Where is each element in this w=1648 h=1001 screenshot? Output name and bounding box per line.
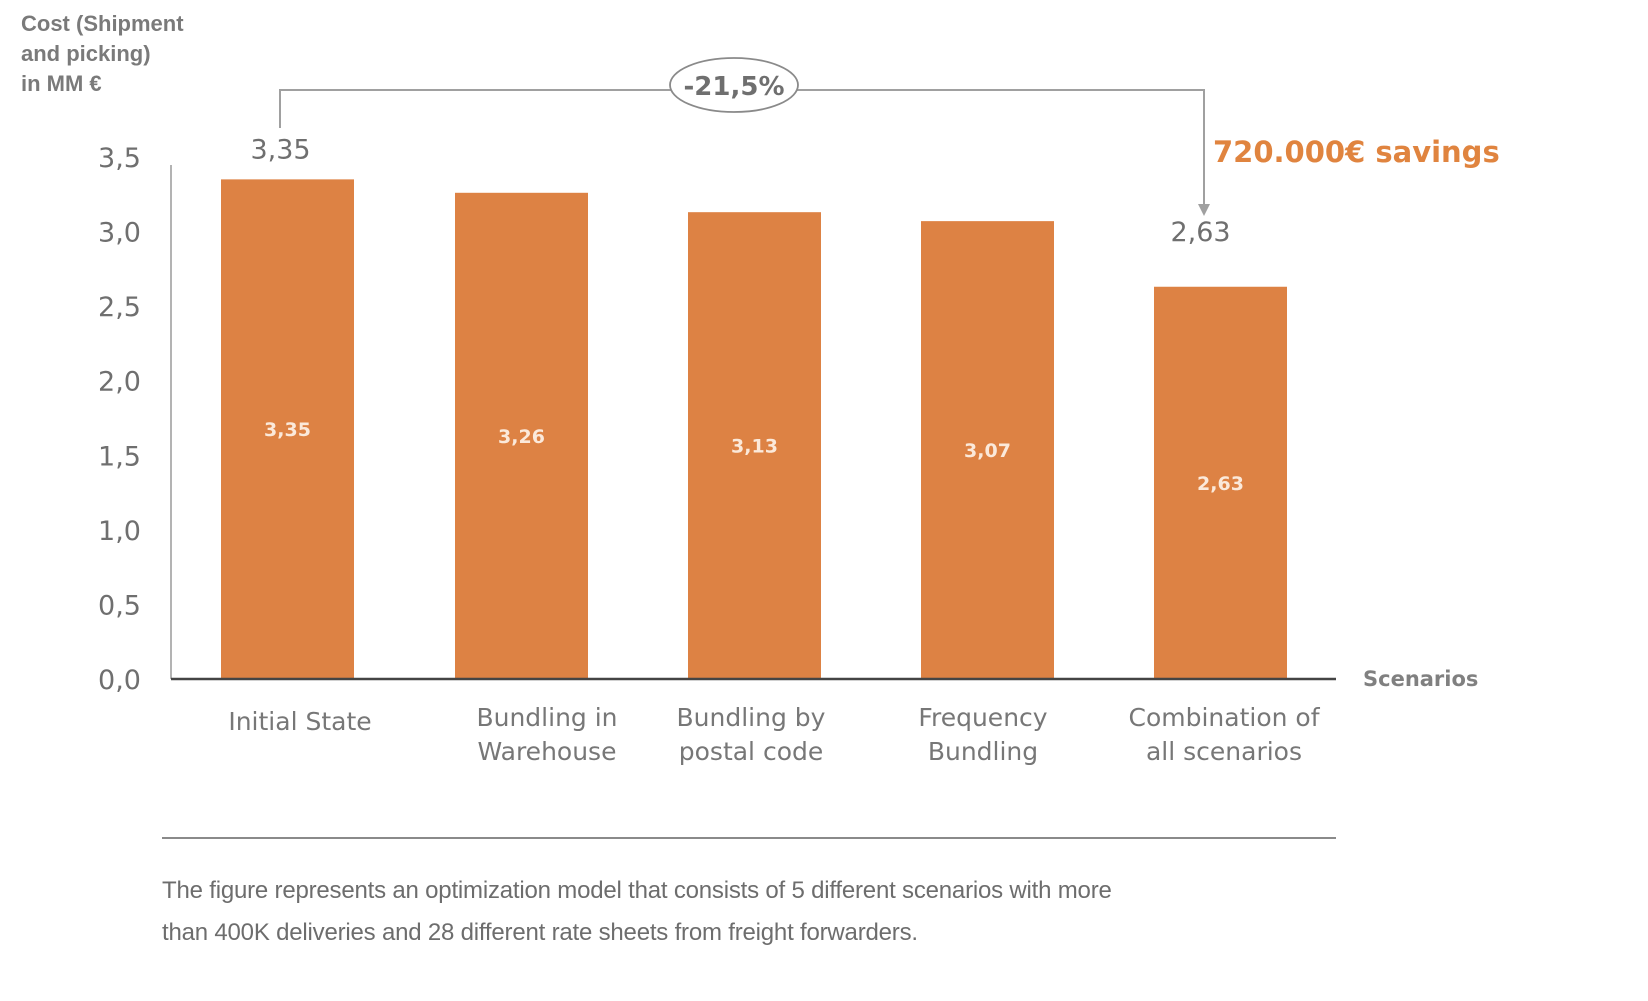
divider xyxy=(162,837,1336,839)
x-tick-label: Frequency xyxy=(918,703,1047,732)
x-tick-label: Bundling by xyxy=(677,703,826,732)
y-axis-ticks: 0,0 0,5 1,0 1,5 2,0 2,5 3,0 3,5 xyxy=(98,143,141,696)
x-tick-label: Bundling in xyxy=(476,703,617,732)
bar-value-label: 3,07 xyxy=(964,440,1011,462)
bar xyxy=(1154,286,1287,679)
x-tick-label: postal code xyxy=(679,737,824,766)
change-badge xyxy=(669,57,799,113)
y-axis-title: Cost (Shipment and picking) in MM € xyxy=(21,9,241,99)
y-axis-title-line-2: and picking) xyxy=(21,41,151,66)
bar xyxy=(455,192,588,679)
x-tick-label: Initial State xyxy=(228,707,371,736)
bar-value-label: 2,63 xyxy=(1197,473,1244,495)
x-axis-title: Scenarios xyxy=(1363,667,1479,691)
y-tick-label: 2,0 xyxy=(98,367,141,398)
y-tick-label: 2,5 xyxy=(98,292,141,323)
y-tick-label: 3,0 xyxy=(98,218,141,249)
y-axis-title-line-3: in MM € xyxy=(21,71,102,96)
bar-top-label: 3,35 xyxy=(250,134,310,165)
bar-value-label: 3,35 xyxy=(264,419,311,441)
figure-caption: The figure represents an optimization mo… xyxy=(162,870,1362,954)
x-tick-label: Combination of xyxy=(1128,703,1320,732)
bar xyxy=(921,221,1054,680)
y-tick-label: 0,5 xyxy=(98,590,141,621)
arrow-down-icon xyxy=(1198,204,1210,216)
y-tick-label: 0,0 xyxy=(98,665,141,696)
y-axis-title-line-1: Cost (Shipment xyxy=(21,11,184,36)
savings-label: 720.000€ savings xyxy=(1213,135,1500,169)
x-tick-label: all scenarios xyxy=(1146,737,1302,766)
bar-value-label: 3,13 xyxy=(731,436,778,458)
change-percent-label: -21,5% xyxy=(684,72,785,102)
x-tick-label: Bundling xyxy=(928,737,1038,766)
bars: 3,35 3,35 3,26 3,13 3,07 2,63 2,63 xyxy=(221,134,1287,680)
axes xyxy=(170,165,1336,681)
bar-value-label: 3,26 xyxy=(498,426,545,448)
caption-line-1: The figure represents an optimization mo… xyxy=(162,877,1112,904)
y-tick-label: 1,5 xyxy=(98,441,141,472)
bar xyxy=(688,212,821,679)
bar-top-label: 2,63 xyxy=(1170,217,1230,248)
bar xyxy=(221,179,354,679)
y-tick-label: 3,5 xyxy=(98,143,141,174)
caption-line-2: than 400K deliveries and 28 different ra… xyxy=(162,919,918,946)
change-annotation: -21,5% xyxy=(279,57,1210,216)
x-tick-label: Warehouse xyxy=(478,737,617,766)
x-axis-labels: Initial State Bundling in Warehouse Bundlin… xyxy=(228,703,1320,766)
y-tick-label: 1,0 xyxy=(98,516,141,547)
